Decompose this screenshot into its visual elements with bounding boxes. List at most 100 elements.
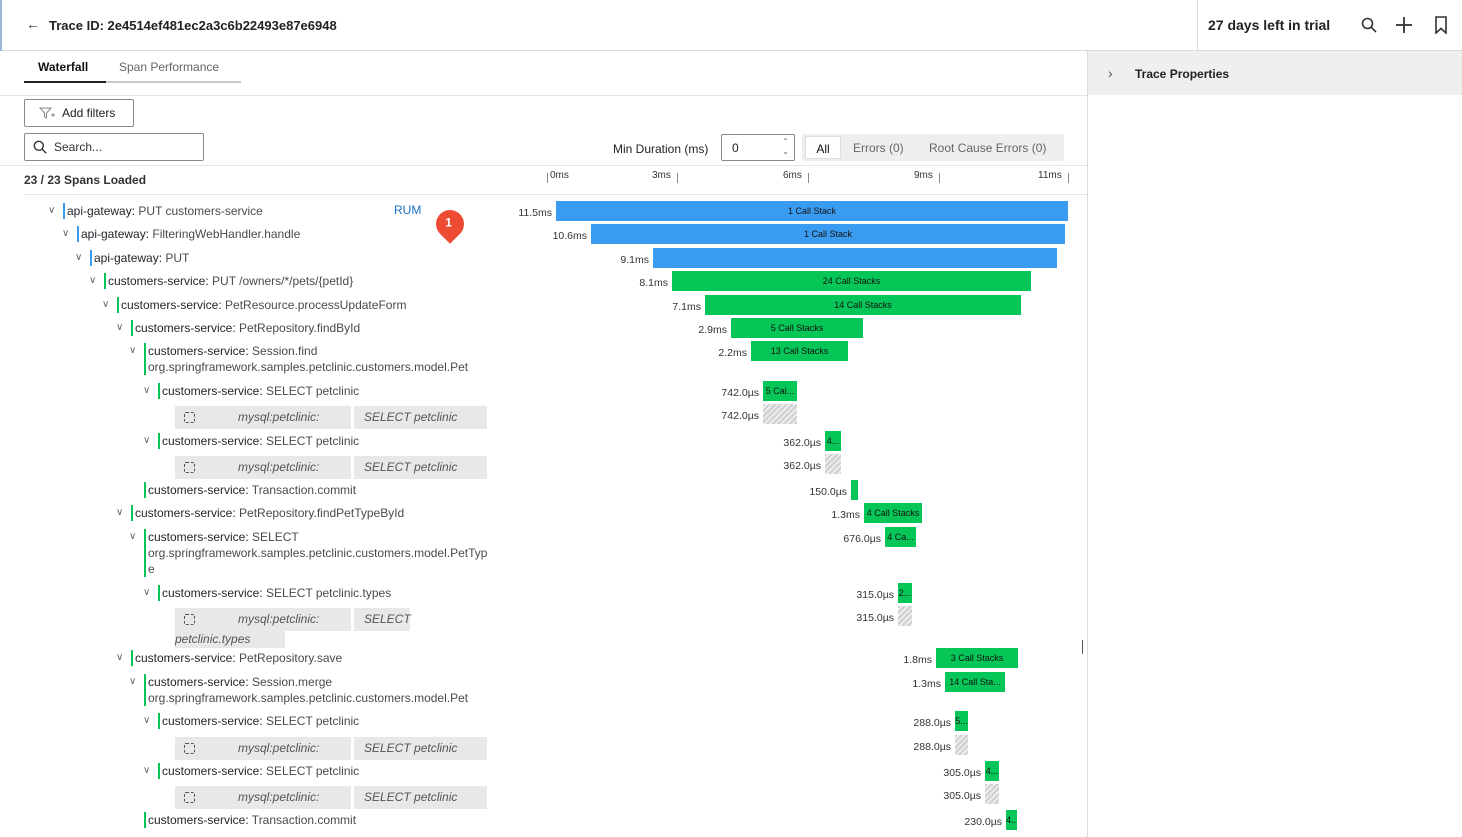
span-name[interactable]: customers-service: SELECT petclinic [158,383,359,399]
span-name[interactable]: api-gateway: FilteringWebHandler.handle [77,226,300,242]
span-name[interactable]: customers-service: PetRepository.findPet… [131,505,405,521]
span-name[interactable]: customers-service: Transaction.commit [144,482,356,498]
span-bar[interactable]: 2... [898,583,912,603]
chevron-right-icon[interactable]: › [1108,65,1113,81]
span-name[interactable]: customers-service: SELECT petclinic.type… [158,585,391,601]
span-bar[interactable]: 4 Call Stacks [864,503,922,523]
span-bar[interactable]: 4... [825,431,841,451]
span-name[interactable]: customers-service: SELECT petclinic [158,433,359,449]
span-bar[interactable]: 14 Call Sta... [945,672,1005,692]
span-bar[interactable] [653,248,1057,268]
span-bar[interactable]: 14 Call Stacks [705,295,1021,315]
segment-errors[interactable]: Errors (0) [853,141,904,155]
span-bar[interactable]: 4... [1006,810,1017,830]
chevron-down-icon[interactable]: ∨ [116,322,124,333]
span-name[interactable]: api-gateway: PUT customers-service [63,203,263,219]
span-bar[interactable]: 4... [985,761,999,781]
add-filters-label: Add filters [62,106,116,120]
axis-tick-label: 0ms [550,170,569,181]
span-name[interactable]: customers-service: SELECT org.springframe… [144,529,487,577]
db-statement-label: petclinic.types [175,632,251,646]
scrollbar-handle[interactable] [1082,640,1083,654]
chevron-down-icon[interactable]: ∨ [143,435,151,446]
span-bar[interactable]: 24 Call Stacks [672,271,1031,291]
span-duration: 742.0µs [721,410,759,422]
span-duration: 11.5ms [518,207,552,219]
chevron-down-icon[interactable]: ∨ [48,205,56,216]
axis-tick-label: 6ms [783,170,802,181]
span-name[interactable]: customers-service: PetResource.processUp… [117,297,406,313]
db-statement-cell: petclinic.types [175,631,285,648]
tab-waterfall[interactable]: Waterfall [38,60,89,74]
span-name[interactable]: customers-service: Transaction.commit [144,812,357,828]
tab-span-performance[interactable]: Span Performance [119,60,220,74]
segment-all[interactable]: All [805,136,841,159]
service-color-bar [144,812,146,828]
chevron-down-icon[interactable]: ∨ [102,299,110,310]
trace-properties-header[interactable]: › Trace Properties [1088,51,1462,95]
chevron-down-icon[interactable]: ∨ [129,676,137,687]
arrow-left-icon[interactable]: ← [26,16,40,32]
span-name[interactable]: customers-service: SELECT petclinic [158,763,359,779]
span-bar[interactable]: 1 Call Stack [556,201,1068,221]
span-name[interactable]: customers-service: PUT /owners/*/pets/{p… [104,273,353,289]
span-bar[interactable]: 4 Ca... [885,527,916,547]
chevron-down-icon[interactable]: ∨ [116,652,124,663]
service-color-bar [144,343,146,375]
span-duration: 288.0µs [913,741,951,753]
chevron-down-icon[interactable]: ∨ [143,385,151,396]
db-statement-label: SELECT petclinic [364,460,458,474]
span-bar[interactable]: 5... [955,711,968,731]
service-name: customers-service: [162,384,263,398]
operation-name: PetRepository.findPetTypeById [235,506,405,520]
span-name[interactable]: customers-service: Session.merge org.spri… [144,674,468,706]
span-name[interactable]: customers-service: SELECT petclinic [158,713,360,729]
filter-icon [39,107,55,119]
db-system-cell: mysql:petclinic: [175,786,351,809]
chevron-down-icon[interactable]: ∨ [62,228,70,239]
chevron-down-icon[interactable]: ∨ [75,252,83,263]
service-color-bar [63,203,65,219]
span-bar[interactable] [825,454,841,474]
stepper-icon[interactable]: ⌃ ⌄ [782,137,789,156]
search-input[interactable] [54,140,194,154]
span-bar[interactable] [955,735,968,755]
notification-badge[interactable]: 1 [430,204,470,244]
chevron-down-icon[interactable]: ∨ [89,275,97,286]
span-bar[interactable]: 5 Call Stacks [731,318,863,338]
operation-name: SELECT [248,530,299,544]
search-icon[interactable] [1359,14,1379,36]
chevron-down-icon[interactable]: ∨ [143,587,151,598]
span-bar[interactable] [985,784,999,804]
service-color-bar [131,320,133,336]
add-filters-button[interactable]: Add filters [24,99,134,127]
span-bar[interactable] [898,606,912,626]
rum-link[interactable]: RUM [394,203,422,217]
db-statement-cell: SELECT petclinic [354,406,487,429]
span-bar[interactable]: 5 Cal... [763,381,797,401]
span-bar[interactable]: 1 Call Stack [591,224,1065,244]
segment-root-cause-errors[interactable]: Root Cause Errors (0) [929,141,1047,155]
span-name[interactable]: customers-service: PetRepository.findByI… [131,320,360,336]
min-duration-input[interactable]: 0 ⌃ ⌄ [721,134,795,161]
span-bar[interactable]: 13 Call Stacks [751,341,848,361]
span-duration: 1.8ms [903,654,932,666]
operation-name: SELECT petclinic [262,714,360,728]
search-box[interactable] [24,133,204,161]
service-name: customers-service: [148,483,249,497]
axis-tick-label: 3ms [652,170,671,181]
span-bar[interactable] [763,404,797,424]
span-name[interactable]: customers-service: Session.find org.sprin… [144,343,468,375]
chevron-down-icon[interactable]: ∨ [129,345,137,356]
plus-icon[interactable] [1394,14,1414,36]
bookmark-icon[interactable] [1431,14,1451,36]
span-bar[interactable] [851,480,858,500]
span-bar[interactable]: 3 Call Stacks [936,648,1018,668]
span-name[interactable]: api-gateway: PUT [90,250,189,266]
span-name[interactable]: customers-service: PetRepository.save [131,650,342,666]
chevron-down-icon[interactable]: ∨ [129,531,137,542]
chevron-down-icon[interactable]: ∨ [143,715,151,726]
chevron-down-icon[interactable]: ∨ [116,507,124,518]
operation-name: Transaction.commit [248,813,357,827]
chevron-down-icon[interactable]: ∨ [143,765,151,776]
